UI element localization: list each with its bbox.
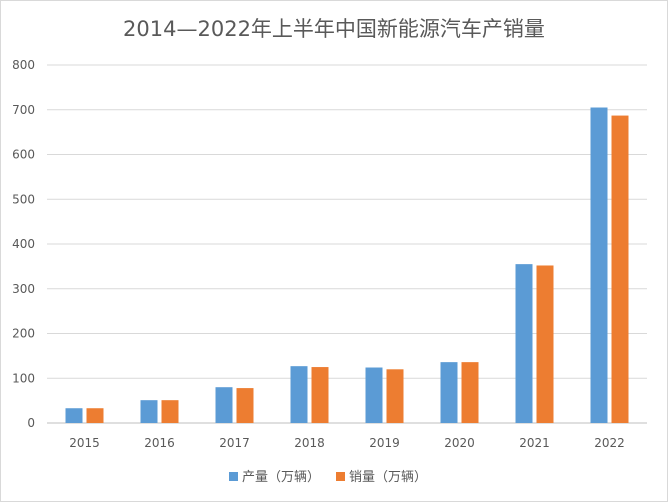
bar-production-2018 [290, 366, 308, 423]
y-tick-label: 100 [12, 371, 35, 385]
legend: 产量（万辆） 销量（万辆） [229, 470, 427, 485]
y-tick-label: 0 [27, 416, 35, 430]
x-tick-label: 2019 [369, 436, 400, 450]
legend-swatch [336, 472, 345, 481]
bar-production-2021 [515, 264, 533, 423]
y-tick-label: 500 [12, 192, 35, 206]
x-tick-label: 2018 [294, 436, 325, 450]
bar-production-2020 [440, 362, 458, 423]
y-axis-tick-labels: 0 100 200 300 400 500 600 700 800 [12, 58, 35, 430]
y-tick-label: 600 [12, 148, 35, 162]
x-axis-tick-labels: 2015 2016 2017 2018 2019 2020 2021 2022 [69, 436, 625, 450]
bar-production-2017 [215, 387, 233, 423]
bar-production-2015 [65, 408, 83, 423]
x-tick-label: 2021 [519, 436, 550, 450]
x-tick-label: 2022 [594, 436, 625, 450]
bars [65, 107, 629, 423]
x-tick-label: 2020 [444, 436, 475, 450]
x-tick-label: 2015 [69, 436, 100, 450]
y-tick-label: 400 [12, 237, 35, 251]
bar-sales-2019 [386, 369, 404, 423]
y-tick-label: 800 [12, 58, 35, 72]
y-tick-label: 200 [12, 327, 35, 341]
legend-swatch [229, 472, 238, 481]
bar-sales-2020 [461, 362, 479, 423]
bar-sales-2017 [236, 388, 254, 423]
bar-production-2016 [140, 400, 158, 423]
bar-production-2022 [590, 107, 608, 423]
gridlines [47, 64, 647, 424]
chart-title: 2014—2022年上半年中国新能源汽车产销量 [123, 17, 545, 41]
bar-sales-2016 [161, 400, 179, 423]
bar-sales-2015 [86, 408, 104, 423]
bar-sales-2021 [536, 265, 554, 423]
bar-sales-2018 [311, 367, 329, 423]
y-tick-label: 700 [12, 103, 35, 117]
x-tick-label: 2017 [219, 436, 250, 450]
legend-label: 产量（万辆） [242, 470, 320, 485]
legend-label: 销量（万辆） [349, 470, 427, 485]
y-tick-label: 300 [12, 282, 35, 296]
x-tick-label: 2016 [144, 436, 175, 450]
bar-production-2019 [365, 367, 383, 423]
bar-sales-2022 [611, 115, 629, 423]
